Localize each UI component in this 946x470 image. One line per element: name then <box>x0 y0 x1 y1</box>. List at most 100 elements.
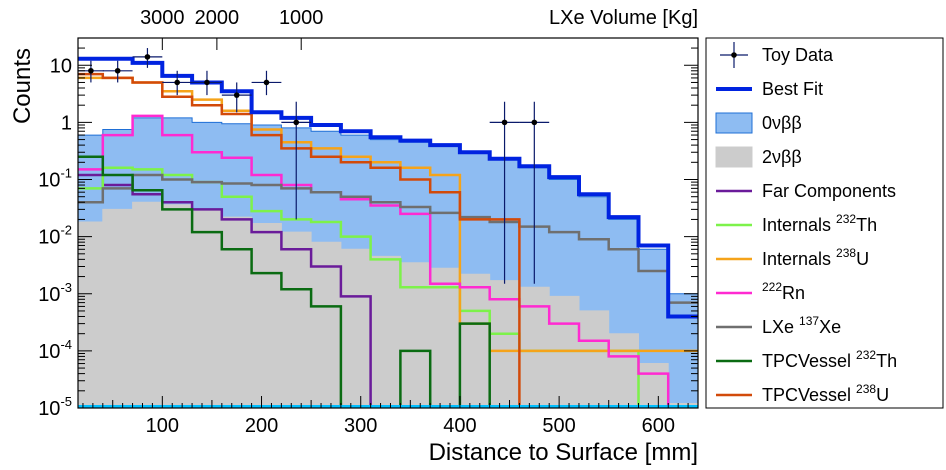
legend-label-suffix: U <box>876 385 889 405</box>
y-tick-base: 10 <box>38 284 60 306</box>
data-point <box>221 82 252 113</box>
legend: Toy Data Best Fit 0νββ 2νββ Far Components In… <box>705 37 944 409</box>
data-point <box>519 101 550 284</box>
x-tick-label: 100 <box>146 415 179 437</box>
legend-label: Best Fit <box>762 79 823 99</box>
legend-item: TPCVessel 238U <box>716 382 889 405</box>
legend-label: TPCVessel 238U <box>762 382 889 405</box>
series-edge-tv <box>78 201 698 404</box>
data-point-marker <box>114 67 121 74</box>
legend-label-text: 0νββ <box>762 113 802 133</box>
series-line-xe <box>78 173 698 304</box>
y-tick-base: 10 <box>38 341 60 363</box>
y-tick-label: 10 <box>50 55 72 77</box>
legend-item: 222Rn <box>716 280 805 303</box>
legend-item: Toy Data <box>720 42 834 68</box>
data-point <box>281 101 312 220</box>
data-point <box>192 70 222 96</box>
series-fill-tv <box>78 202 698 408</box>
data-point <box>132 48 163 68</box>
top-axis-title: LXe Volume [Kg] <box>549 7 698 29</box>
data-point-marker <box>204 79 210 86</box>
legend-label: 0νββ <box>762 113 802 133</box>
series-line-tpth <box>78 155 698 408</box>
y-tick-exp: -4 <box>60 337 72 352</box>
series-line-bf <box>78 56 698 319</box>
legend-label-sup: 222 <box>762 280 782 294</box>
legend-item: TPCVessel 232Th <box>716 348 897 371</box>
y-axis-title: Counts <box>9 48 36 124</box>
legend-label-suffix: U <box>856 249 869 269</box>
x-tick-label: 300 <box>344 415 377 437</box>
legend-label-sup: 137 <box>799 314 819 328</box>
legend-label-suffix: Th <box>876 351 897 371</box>
legend-box <box>705 37 944 409</box>
y-tick-base: 10 <box>50 55 72 77</box>
legend-item: Internals 232Th <box>716 212 877 235</box>
x-tick-label: 500 <box>542 415 575 437</box>
y-tick-exp: -3 <box>60 280 72 295</box>
legend-swatch-marker <box>731 52 737 58</box>
data-point <box>78 60 104 83</box>
legend-label: LXe 137Xe <box>762 314 841 337</box>
legend-label-sup: 232 <box>836 212 856 226</box>
data-point-marker <box>144 54 151 60</box>
series-group <box>78 48 698 408</box>
legend-label-sup: 238 <box>856 382 876 396</box>
legend-label-suffix: Rn <box>782 283 805 303</box>
data-point-marker <box>531 119 538 126</box>
legend-label-sup: 238 <box>836 246 856 260</box>
legend-label-suffix: Th <box>856 215 877 235</box>
legend-label-sup: 232 <box>856 348 876 362</box>
data-point-marker <box>501 119 508 126</box>
legend-item: Best Fit <box>716 79 823 99</box>
legend-label-text: Best Fit <box>762 79 823 99</box>
legend-item: Far Components <box>716 181 896 201</box>
legend-label-text: TPCVessel <box>762 385 856 405</box>
y-tick-label: 10-3 <box>38 280 72 306</box>
data-point-marker <box>263 79 270 86</box>
y-tick-base: 10 <box>38 398 60 420</box>
data-point <box>162 70 193 96</box>
legend-label: Internals 232Th <box>762 212 877 235</box>
legend-label: 222Rn <box>762 280 805 303</box>
data-point <box>251 70 282 96</box>
y-tick-label: 10-1 <box>38 166 72 192</box>
y-tick-exp: -2 <box>60 223 72 238</box>
legend-item: Internals 238U <box>716 246 869 269</box>
y-tick-exp: -5 <box>60 394 72 409</box>
legend-label-text: LXe <box>762 317 799 337</box>
plot-area <box>78 48 698 408</box>
legend-label: Far Components <box>762 181 896 201</box>
legend-swatch-box <box>715 112 753 134</box>
legend-swatch-box <box>715 146 753 168</box>
data-point-marker <box>174 79 180 86</box>
legend-label: Toy Data <box>762 45 834 65</box>
x-tick-label: 200 <box>245 415 278 437</box>
y-tick-label: 10-2 <box>38 223 72 249</box>
series-line-tpu <box>78 72 698 408</box>
legend-label-text: Internals <box>762 249 836 269</box>
data-point-marker <box>88 67 94 74</box>
legend-label-text: 2νββ <box>762 147 802 167</box>
x-tick-label: 400 <box>443 415 476 437</box>
top-axis-tick-label: 2000 <box>195 7 240 29</box>
data-point-marker <box>293 119 300 126</box>
y-tick-exp: -1 <box>60 166 72 181</box>
legend-item: 0νββ <box>715 112 802 134</box>
y-tick-base: 10 <box>38 227 60 249</box>
y-tick-base: 10 <box>38 170 60 192</box>
y-tick-label: 10-5 <box>38 394 72 420</box>
legend-label-text: Far Components <box>762 181 896 201</box>
top-axis-tick-label: 1000 <box>279 7 324 29</box>
data-point-marker <box>233 92 240 98</box>
legend-item: 2νββ <box>715 146 802 168</box>
top-axis-tick-label: 3000 <box>140 7 185 29</box>
legend-label-suffix: Xe <box>819 317 841 337</box>
y-tick-label: 10-4 <box>38 337 72 363</box>
legend-label: TPCVessel 232Th <box>762 348 897 371</box>
y-tick-base: 1 <box>61 112 72 134</box>
legend-label-text: Toy Data <box>762 45 834 65</box>
